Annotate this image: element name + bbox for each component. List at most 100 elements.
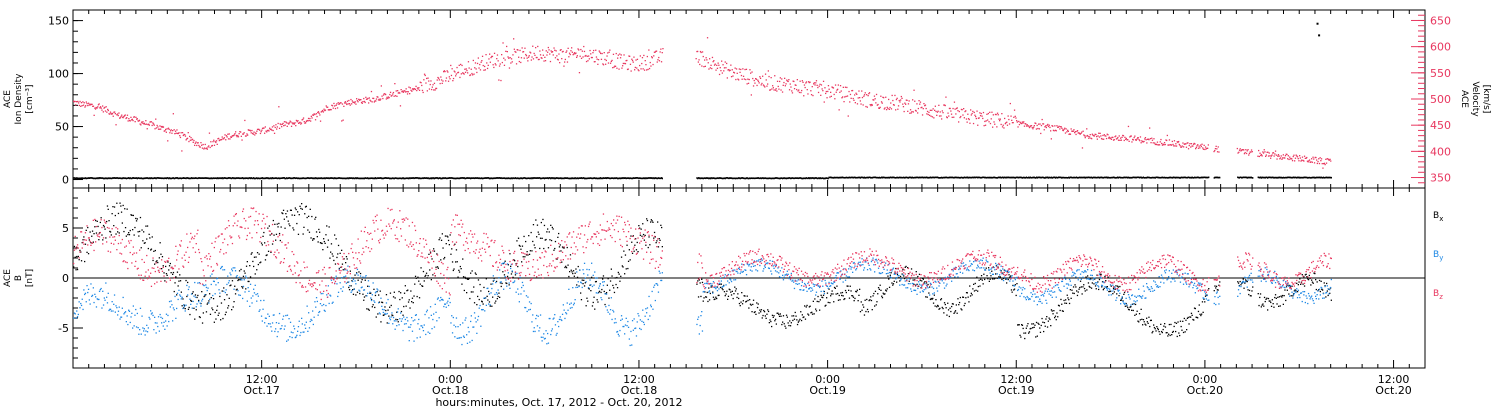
velocity-point xyxy=(1007,115,1009,117)
b-point xyxy=(636,241,638,244)
velocity-point xyxy=(1122,135,1125,137)
b-point xyxy=(1237,281,1239,283)
density-point xyxy=(374,177,377,179)
density-point xyxy=(729,177,731,179)
velocity-point xyxy=(1156,141,1159,143)
velocity-point xyxy=(1030,125,1032,127)
velocity-point xyxy=(283,121,286,123)
velocity-point xyxy=(262,127,264,129)
density-point xyxy=(1282,176,1284,179)
density-point xyxy=(1129,177,1131,179)
velocity-point xyxy=(569,53,571,56)
density-point xyxy=(602,177,605,179)
velocity-point xyxy=(102,111,104,113)
velocity-point xyxy=(473,73,475,75)
b-point xyxy=(1114,288,1116,290)
velocity-point xyxy=(961,109,963,111)
velocity-point xyxy=(913,89,915,91)
density-point xyxy=(536,177,539,179)
density-point xyxy=(903,177,906,179)
velocity-point xyxy=(810,90,812,92)
density-point xyxy=(1060,176,1062,179)
velocity-point xyxy=(1088,136,1091,138)
velocity-point xyxy=(1063,128,1065,131)
b-point xyxy=(183,307,185,309)
b-point xyxy=(180,291,182,293)
velocity-point xyxy=(85,105,87,107)
b-point xyxy=(958,304,960,306)
velocity-point xyxy=(440,79,443,81)
velocity-point xyxy=(478,67,480,69)
legend-item: Bx xyxy=(1433,211,1443,223)
b-point xyxy=(1160,323,1162,325)
velocity-point xyxy=(1186,142,1188,144)
density-point xyxy=(701,177,704,179)
b-point xyxy=(924,281,926,283)
density-point xyxy=(902,176,904,179)
density-point xyxy=(192,177,194,179)
velocity-point xyxy=(123,115,125,118)
b-point xyxy=(563,247,565,249)
b-point xyxy=(221,290,223,292)
b-point xyxy=(288,223,290,225)
velocity-point xyxy=(189,135,191,138)
density-point xyxy=(440,177,443,180)
velocity-point xyxy=(449,78,451,80)
velocity-point xyxy=(128,118,130,120)
velocity-point xyxy=(344,101,346,103)
b-point xyxy=(1002,277,1005,280)
b-point xyxy=(1272,303,1274,305)
velocity-point xyxy=(491,55,494,58)
density-point xyxy=(1183,176,1185,179)
velocity-point xyxy=(366,98,368,100)
density-point xyxy=(599,177,601,179)
density-point xyxy=(1318,176,1321,179)
velocity-point xyxy=(507,56,509,58)
b-point xyxy=(637,251,639,253)
velocity-point xyxy=(237,134,239,137)
density-point xyxy=(1039,176,1041,179)
density-point xyxy=(958,176,960,179)
density-point xyxy=(547,177,549,179)
density-point xyxy=(592,177,594,180)
b-point xyxy=(807,313,809,315)
density-point xyxy=(837,176,839,179)
density-point xyxy=(260,177,262,180)
density-point xyxy=(631,177,634,180)
density-point xyxy=(571,177,573,179)
velocity-point xyxy=(78,104,80,107)
velocity-point xyxy=(177,132,179,135)
b-point xyxy=(1024,337,1026,340)
density-point xyxy=(87,177,90,179)
velocity-point xyxy=(867,95,869,97)
density-point xyxy=(183,177,185,179)
velocity-point xyxy=(1218,151,1220,153)
velocity-point xyxy=(217,138,219,140)
b-point xyxy=(844,289,847,292)
velocity-point xyxy=(1000,123,1002,126)
velocity-point xyxy=(518,60,520,63)
b-point xyxy=(843,298,845,301)
b-point xyxy=(1059,309,1061,312)
velocity-point xyxy=(816,84,818,86)
density-point xyxy=(1159,177,1161,179)
density-point xyxy=(234,177,237,180)
b-point xyxy=(612,284,614,287)
density-point xyxy=(182,177,184,179)
density-point xyxy=(627,177,629,179)
density-point xyxy=(842,176,844,179)
density-point xyxy=(1093,176,1095,179)
velocity-point xyxy=(1126,139,1128,141)
velocity-point xyxy=(278,127,281,129)
density-point xyxy=(1050,176,1053,179)
velocity-point xyxy=(581,50,583,52)
density-point xyxy=(301,177,303,180)
density-point xyxy=(408,177,410,179)
density-point xyxy=(782,177,785,179)
velocity-point xyxy=(431,88,433,91)
velocity-point xyxy=(948,115,950,117)
density-point xyxy=(1042,176,1044,179)
b-point xyxy=(373,288,375,290)
velocity-point xyxy=(796,88,798,91)
b-point xyxy=(392,296,395,298)
